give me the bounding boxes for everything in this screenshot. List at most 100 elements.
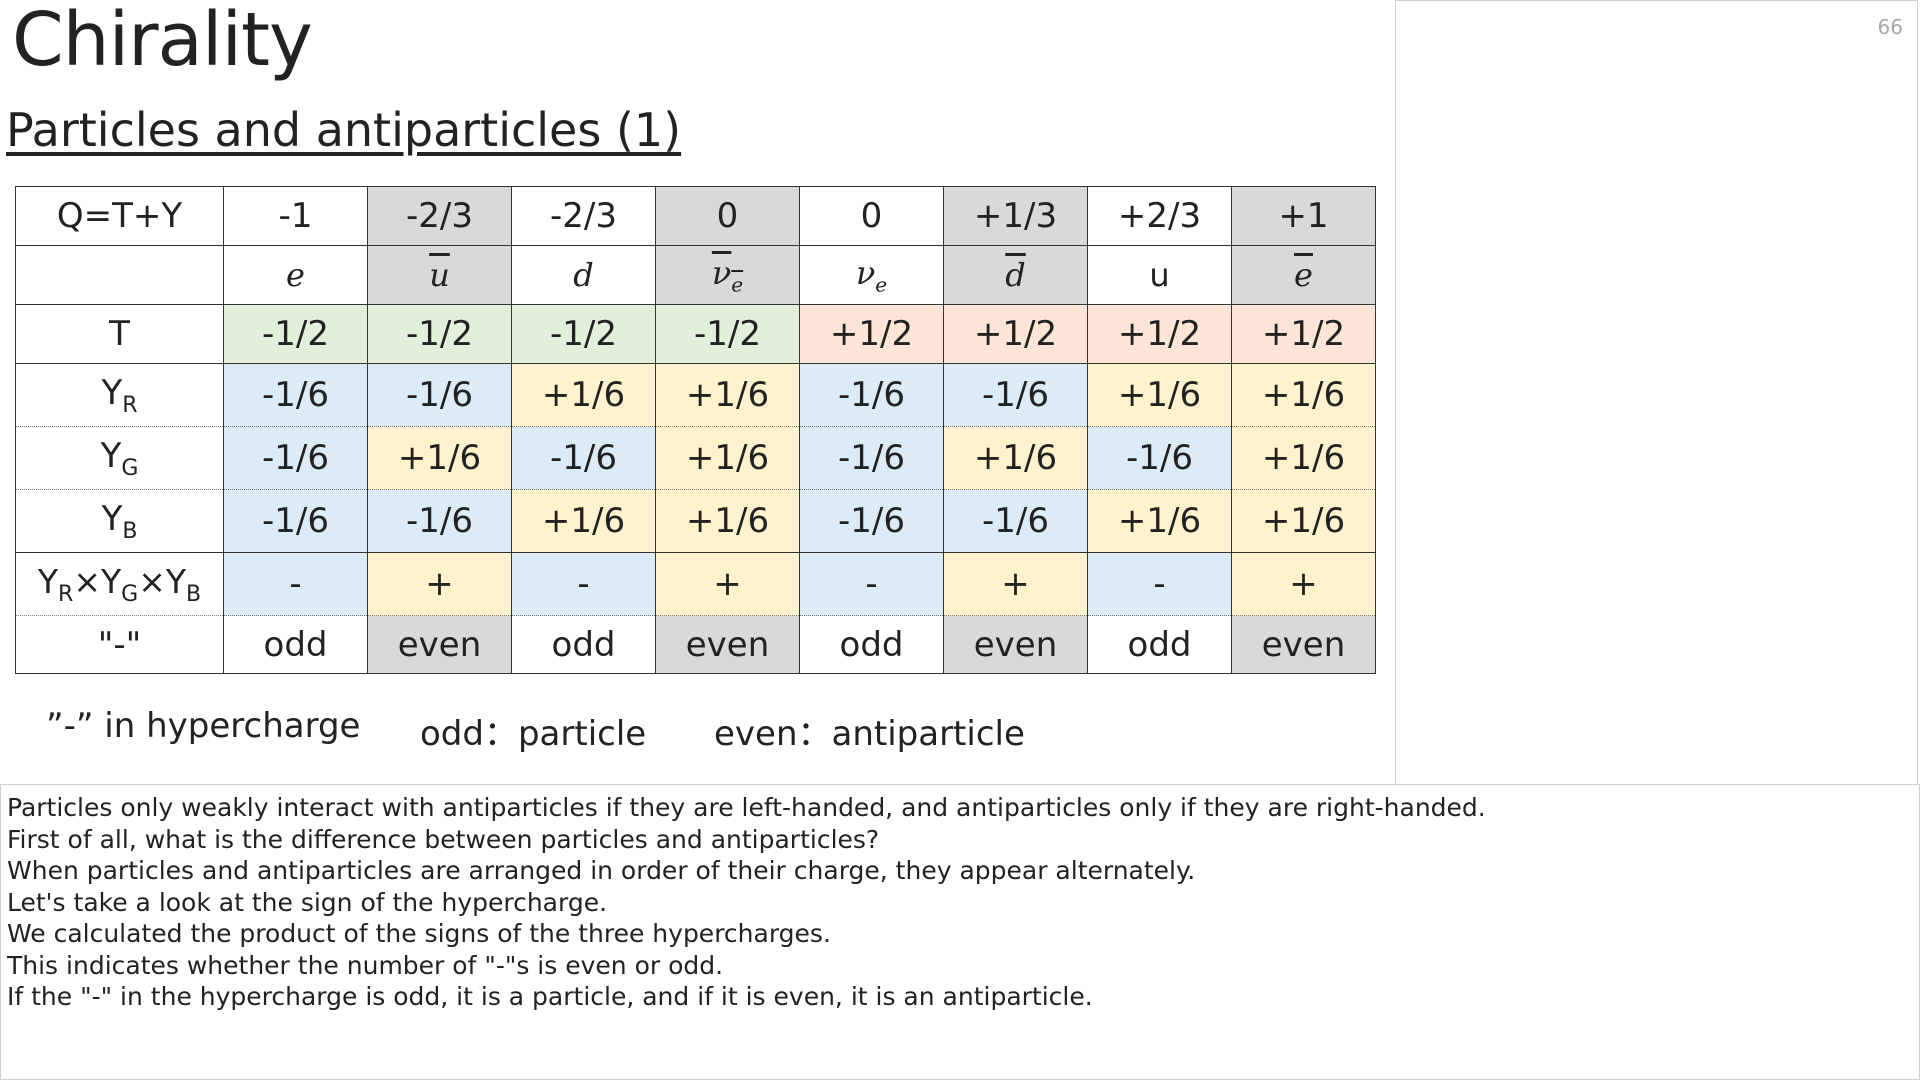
isospin-cell: +1/2 [1231,304,1376,364]
hypercharge-cell: -1/6 [943,363,1088,427]
isospin-cell: -1/2 [655,304,800,364]
particle-row-label [15,245,224,305]
sign-cell: - [511,552,656,616]
isospin-cell: +1/2 [799,304,944,364]
speaker-notes[interactable]: Particles only weakly interact with anti… [0,784,1920,1080]
hypercharge-cell: -1/6 [511,426,656,490]
charge-cell: -1 [223,186,368,246]
hypercharge-r-label: YR [15,363,224,427]
times-sign: × [138,561,166,601]
legend-odd: odd：particle [420,714,647,754]
row-label-sub: R [122,392,138,418]
row-label-letter: Y [37,561,59,601]
charge-cell: -2/3 [511,186,656,246]
hypercharge-cell: -1/6 [799,363,944,427]
hypercharge-r-row: YR -1/6 -1/6 +1/6 +1/6 -1/6 -1/6 +1/6 +1… [15,363,1376,427]
sign-product-row: YR×YG×YB - + - + - + - + [15,552,1376,616]
parity-cell: odd [511,615,656,674]
hypercharge-cell: -1/6 [367,489,512,553]
particle-symbol: νe [855,254,888,297]
particle-symbol: e [1294,256,1313,294]
row-label-letter: Y [101,372,123,413]
notes-line: Particles only weakly interact with anti… [7,793,1486,822]
hypercharge-cell: +1/6 [655,489,800,553]
particle-symbol-cell: u [367,245,512,305]
hypercharge-cell: +1/6 [943,426,1088,490]
particle-symbol-cell: d [511,245,656,305]
hypercharge-cell: -1/6 [1087,426,1232,490]
parity-cell: even [655,615,800,674]
hypercharge-cell: +1/6 [1231,489,1376,553]
hypercharge-cell: +1/6 [1231,426,1376,490]
hypercharge-cell: -1/6 [799,426,944,490]
hypercharge-table: Q=T+Y -1 -2/3 -2/3 0 0 +1/3 +2/3 +1 e u … [15,186,1376,674]
times-sign: × [73,561,101,601]
sign-cell: + [943,552,1088,616]
charge-row-label: Q=T+Y [15,186,224,246]
row-label-sub: R [58,581,74,607]
charge-row: Q=T+Y -1 -2/3 -2/3 0 0 +1/3 +2/3 +1 [15,186,1376,246]
sign-cell: - [799,552,944,616]
hypercharge-cell: -1/6 [799,489,944,553]
charge-cell: 0 [799,186,944,246]
charge-cell: +1 [1231,186,1376,246]
hypercharge-cell: +1/6 [655,363,800,427]
particle-symbol: e [286,256,305,294]
sign-cell: - [223,552,368,616]
hypercharge-cell: -1/6 [223,363,368,427]
isospin-cell: -1/2 [223,304,368,364]
row-label-sub: G [121,455,139,481]
notes-line: If the "-" in the hypercharge is odd, it… [7,982,1093,1011]
page-number: 66 [1877,15,1903,39]
hypercharge-cell: +1/6 [1087,489,1232,553]
charge-cell: +1/3 [943,186,1088,246]
parity-cell: even [367,615,512,674]
row-label-letter: Y [100,435,122,476]
hypercharge-cell: +1/6 [1231,363,1376,427]
particle-symbol-cell: νe [799,245,944,305]
charge-cell: -2/3 [367,186,512,246]
notes-line: First of all, what is the difference bet… [7,824,880,854]
hypercharge-cell: +1/6 [367,426,512,490]
parity-row: "-" odd even odd even odd even odd even [15,615,1376,674]
notes-line: This indicates whether the number of "-"… [7,950,724,980]
row-label-letter: Y [101,498,123,539]
hypercharge-g-row: YG -1/6 +1/6 -1/6 +1/6 -1/6 +1/6 -1/6 +1… [15,426,1376,490]
particle-symbol: d [1005,256,1026,294]
sign-cell: + [367,552,512,616]
isospin-cell: +1/2 [943,304,1088,364]
isospin-row-label: T [15,304,224,364]
parity-row-label: "-" [15,615,224,674]
slide-subtitle: Particles and antiparticles (1) [6,103,682,157]
slide-title: Chirality [12,0,313,83]
parity-cell: odd [1087,615,1232,674]
parity-cell: even [943,615,1088,674]
parity-cell: odd [223,615,368,674]
row-label-letter: Y [100,561,122,601]
isospin-row: T -1/2 -1/2 -1/2 -1/2 +1/2 +1/2 +1/2 +1/… [15,304,1376,364]
hypercharge-cell: -1/6 [223,426,368,490]
row-label-letter: Y [165,561,187,601]
charge-cell: +2/3 [1087,186,1232,246]
particle-symbol-cell: u [1087,245,1232,305]
particle-symbol: d [573,256,594,294]
parity-cell: even [1231,615,1376,674]
particle-row: e u d νe νe d u e [15,245,1376,305]
particle-symbol: u [1149,256,1170,294]
hypercharge-b-label: YB [15,489,224,553]
hypercharge-cell: +1/6 [655,426,800,490]
hypercharge-cell: +1/6 [1087,363,1232,427]
sign-cell: + [1231,552,1376,616]
hypercharge-cell: -1/6 [367,363,512,427]
hypercharge-cell: -1/6 [223,489,368,553]
particle-symbol: u [429,256,450,294]
hypercharge-cell: -1/6 [943,489,1088,553]
particle-symbol-cell: d [943,245,1088,305]
legend-hypercharge: ”-” in hypercharge [46,706,361,746]
side-panel: 66 [1395,0,1918,784]
notes-line: We calculated the product of the signs o… [7,919,831,948]
isospin-cell: -1/2 [511,304,656,364]
sign-cell: - [1087,552,1232,616]
row-label-sub: B [186,581,202,607]
particle-symbol-cell: e [1231,245,1376,305]
